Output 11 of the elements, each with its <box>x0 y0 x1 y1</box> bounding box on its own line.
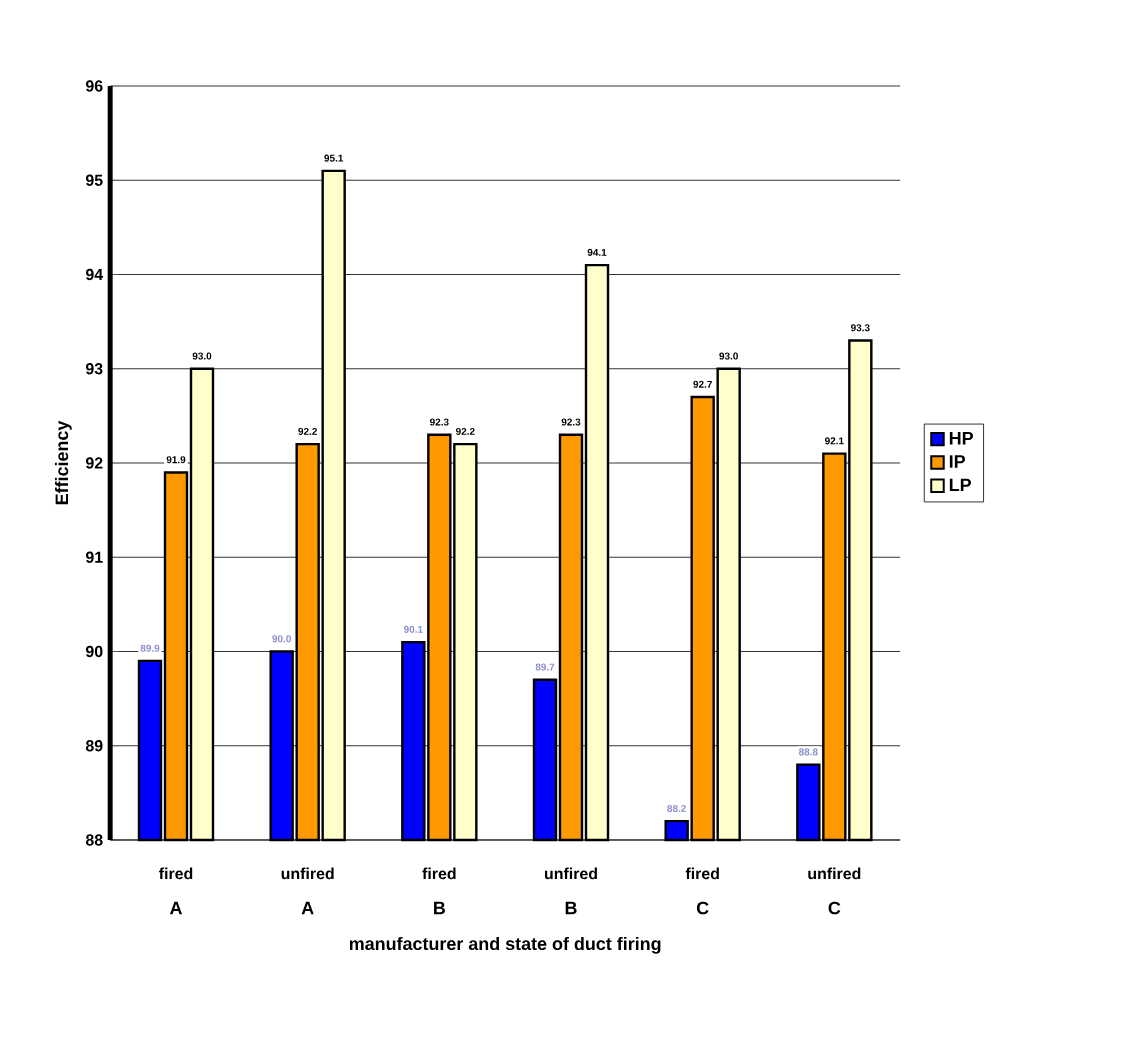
text: C <box>828 901 841 915</box>
text: C <box>696 901 709 915</box>
text: B <box>565 901 577 915</box>
legend-label: LP <box>949 478 971 491</box>
legend-label: IP <box>949 455 966 468</box>
text: B <box>434 901 445 915</box>
y-axis-title: Efficiency <box>54 420 72 505</box>
legend-label: HP <box>949 432 973 445</box>
x-axis-title: manufacturer and state of duct firing <box>349 936 661 954</box>
text: A <box>301 901 314 915</box>
text: A <box>169 901 182 915</box>
